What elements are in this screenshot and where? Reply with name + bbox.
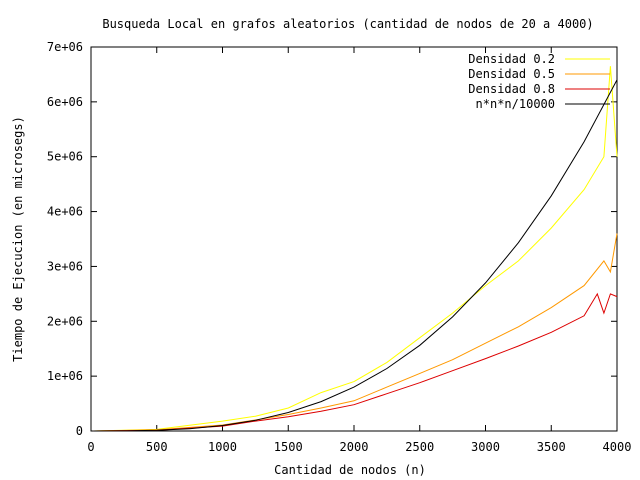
series-line bbox=[93, 66, 618, 432]
y-tick-label: 4e+06 bbox=[47, 205, 83, 219]
x-tick-label: 0 bbox=[87, 440, 94, 454]
x-tick-label: 4000 bbox=[603, 440, 632, 454]
series-line bbox=[93, 233, 618, 432]
series-line bbox=[93, 79, 618, 432]
y-tick-label: 6e+06 bbox=[47, 95, 83, 109]
y-tick-label: 3e+06 bbox=[47, 259, 83, 273]
series-line bbox=[93, 292, 618, 432]
y-tick-label: 5e+06 bbox=[47, 150, 83, 164]
x-tick-label: 2500 bbox=[405, 440, 434, 454]
legend-label: Densidad 0.5 bbox=[468, 67, 555, 81]
y-tick-label: 2e+06 bbox=[47, 314, 83, 328]
x-tick-label: 500 bbox=[146, 440, 168, 454]
x-tick-label: 2000 bbox=[340, 440, 369, 454]
axis-ticks: 0 500 1000 1500 2000 2500 3000 3500 4000 0 1e+06 2e… bbox=[47, 40, 632, 454]
series-lines bbox=[93, 66, 618, 432]
legend-label: Densidad 0.2 bbox=[468, 52, 555, 66]
legend-label: n*n*n/10000 bbox=[476, 97, 555, 111]
y-tick-label: 7e+06 bbox=[47, 40, 83, 54]
x-tick-label: 1000 bbox=[208, 440, 237, 454]
legend-label: Densidad 0.8 bbox=[468, 82, 555, 96]
x-tick-label: 1500 bbox=[274, 440, 303, 454]
x-tick-label: 3500 bbox=[537, 440, 566, 454]
x-tick-label: 3000 bbox=[471, 440, 500, 454]
y-tick-label: 1e+06 bbox=[47, 369, 83, 383]
x-axis-label: Cantidad de nodos (n) bbox=[274, 463, 426, 477]
y-tick-label: 0 bbox=[76, 424, 83, 438]
y-axis-label: Tiempo de Ejecucion (en microsegs) bbox=[11, 116, 25, 362]
chart-title: Busqueda Local en grafos aleatorios (can… bbox=[102, 17, 593, 31]
